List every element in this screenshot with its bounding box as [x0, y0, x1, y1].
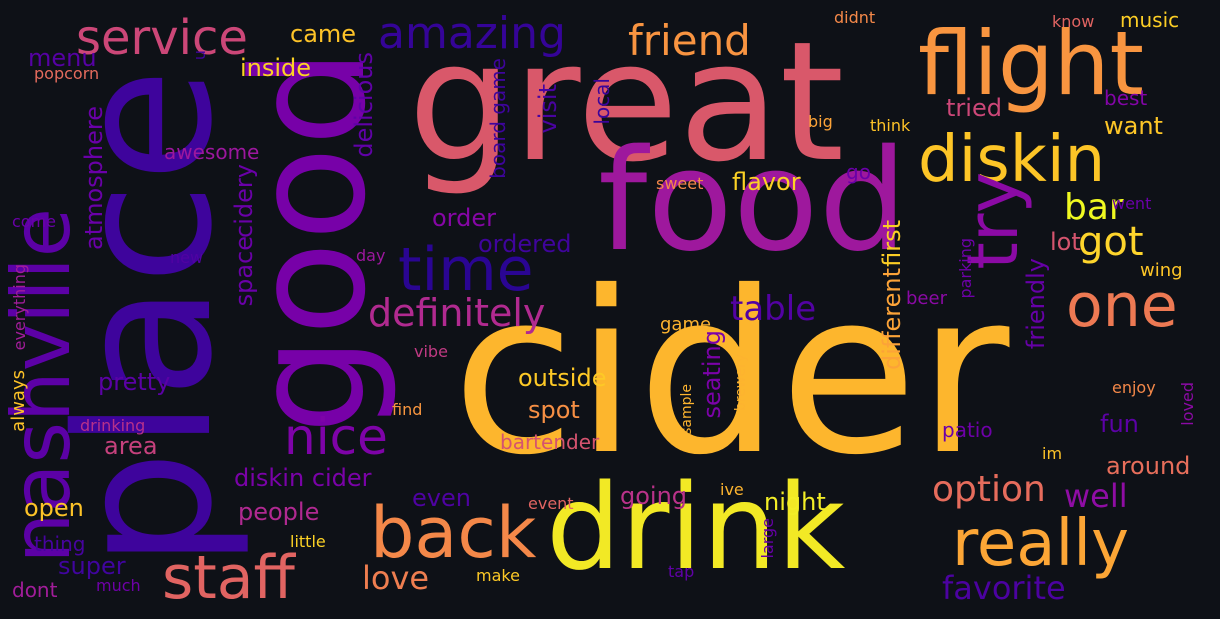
word-back: back [370, 492, 537, 574]
word-find: find [392, 400, 423, 419]
word-local: local [590, 78, 614, 125]
word-drinking: drinking [80, 416, 146, 435]
word-enjoy: enjoy [1112, 378, 1156, 397]
word-loved: loved [1178, 382, 1197, 426]
word-didnt: didnt [834, 8, 876, 27]
word-visit: visit [534, 84, 562, 134]
word-friendly: friendly [1022, 258, 1050, 350]
word-new: new [170, 248, 204, 267]
word-diskin: diskin [918, 123, 1106, 197]
word-drink: drink [546, 458, 846, 596]
word-wing: wing [1140, 260, 1183, 281]
word-sweet: sweet [656, 174, 704, 193]
word-night: night [764, 488, 826, 516]
word-everything: everything [10, 264, 29, 351]
word-know: know [1052, 12, 1095, 31]
word-friend: friend [628, 16, 751, 65]
word-well: well [1064, 477, 1128, 515]
word-going: going [620, 482, 688, 510]
word-patio: patio [942, 418, 993, 442]
word-delicious: delicious [350, 52, 378, 158]
word-big: big [808, 112, 833, 131]
word-cider: cider [452, 243, 1010, 504]
word-brewery: brewery [733, 354, 749, 412]
word-come: come [12, 212, 57, 231]
word-board-game: board game [486, 58, 510, 179]
word-inside: inside [240, 54, 312, 82]
word-make: make [476, 566, 520, 585]
word-super: super [58, 552, 126, 580]
word-definitely: definitely [368, 291, 546, 335]
word-cidery: cidery [230, 164, 258, 238]
word-order: order [432, 204, 496, 232]
word-seating: seating [698, 330, 726, 419]
word-spot: spot [528, 396, 580, 424]
word-really: really [952, 507, 1129, 581]
word-favorite: favorite [942, 569, 1066, 607]
word-large: large [758, 518, 777, 559]
word-lot: lot [1050, 228, 1081, 256]
word-got: got [1078, 219, 1144, 265]
word-menu: menu [28, 44, 97, 72]
word-table: table [730, 289, 817, 329]
word-beer: beer [906, 288, 947, 309]
word-parking: parking [956, 238, 975, 299]
word-vibe: vibe [414, 342, 448, 361]
word-option: option [932, 469, 1046, 510]
word-atmosphere: atmosphere [80, 106, 108, 250]
word-little: little [290, 532, 326, 551]
word-first: first [878, 220, 906, 267]
word-game: game [660, 314, 712, 335]
word-im: im [1042, 444, 1063, 463]
word-flavor: flavor [732, 168, 801, 196]
word-food: food [598, 120, 908, 283]
word-music: music [1120, 8, 1180, 32]
word-want: want [1104, 112, 1163, 140]
word-area: area [104, 432, 158, 460]
word-outside: outside [518, 364, 607, 392]
word-awesome: awesome [164, 140, 260, 164]
word-great: great [408, 6, 845, 198]
word-went: went [1112, 194, 1152, 213]
word-u: u [190, 50, 209, 61]
word-service: service [76, 10, 248, 66]
word-best: best [1104, 86, 1148, 110]
word-dont: dont [12, 578, 58, 602]
word-open: open [24, 494, 84, 522]
word-flight: flight [918, 12, 1145, 115]
word-sample: sample [679, 384, 695, 435]
word-bartender: bartender [500, 430, 600, 454]
word-love: love [362, 559, 430, 597]
word-people: people [238, 498, 320, 526]
word-go: go [846, 160, 871, 184]
word-ive: ive [720, 480, 744, 499]
word-fun: fun [1100, 410, 1139, 438]
word-popcorn: popcorn [34, 64, 100, 83]
word-around: around [1106, 452, 1191, 480]
word-thing: thing [34, 532, 86, 556]
word-time: time [398, 235, 534, 305]
word-tap: tap [668, 562, 695, 581]
word-bar: bar [1064, 187, 1124, 228]
word-ordered: ordered [478, 230, 572, 258]
word-nice: nice [284, 408, 388, 466]
word-staff: staff [162, 543, 295, 613]
word-think: think [870, 116, 911, 135]
word-diskin-cider: diskin cider [234, 464, 372, 492]
word-one: one [1066, 271, 1178, 341]
word-event: event [528, 494, 574, 513]
word-space: space [230, 236, 258, 307]
word-always: always [8, 370, 29, 432]
word-different: different [878, 268, 906, 370]
word-pretty: pretty [98, 368, 171, 396]
word-even: even [412, 484, 471, 512]
word-tried: tried [946, 94, 1002, 122]
word-amazing: amazing [378, 8, 566, 59]
word-came: came [290, 20, 357, 48]
word-much: much [96, 576, 141, 595]
word-day: day [356, 246, 386, 265]
